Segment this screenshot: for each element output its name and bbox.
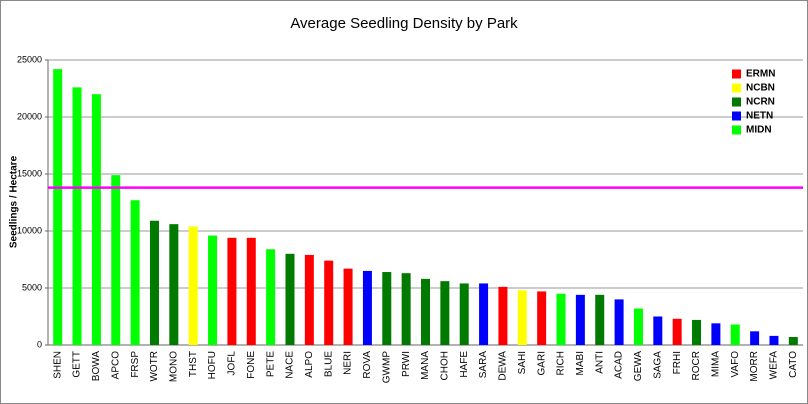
x-tick-label: GETT <box>72 351 83 378</box>
x-tick-label: MONO <box>168 351 179 382</box>
x-tick-label: FRHI <box>672 351 683 374</box>
y-tick-label: 5000 <box>22 282 42 292</box>
legend-swatch <box>732 111 741 121</box>
x-tick-label: FONE <box>246 351 257 379</box>
x-tick-label: CHOH <box>439 351 450 380</box>
bar <box>711 323 721 345</box>
bar <box>595 294 605 345</box>
bar <box>111 175 121 345</box>
bar <box>440 281 450 345</box>
y-tick-label: 10000 <box>17 225 42 235</box>
legend-label: ERMN <box>746 69 775 80</box>
bar <box>556 293 566 345</box>
x-tick-label: GARI <box>536 351 547 375</box>
bar <box>633 308 643 345</box>
bar <box>750 331 760 345</box>
x-tick-label: SAHI <box>517 351 528 374</box>
y-tick-label: 20000 <box>17 111 42 121</box>
x-tick-label: HOFU <box>207 351 218 379</box>
bar <box>188 226 198 345</box>
x-tick-label: PRWI <box>401 351 412 377</box>
x-tick-label: APCO <box>110 351 121 380</box>
x-tick-label: FRSP <box>130 351 141 378</box>
legend-swatch <box>732 83 741 93</box>
bar <box>362 270 372 345</box>
x-tick-label: ACAD <box>614 351 625 379</box>
bar <box>421 278 430 345</box>
bar <box>304 254 314 345</box>
bar <box>130 200 140 345</box>
x-tick-label: MORR <box>749 351 760 382</box>
x-tick-label: ANTI <box>594 351 605 374</box>
bar <box>169 224 179 345</box>
x-tick-label: ROCR <box>691 351 702 380</box>
x-tick-label: RICH <box>556 351 567 375</box>
legend-swatch <box>732 69 741 79</box>
bar <box>788 337 798 345</box>
bar <box>53 69 63 346</box>
x-tick-label: WOTR <box>149 351 160 382</box>
bar <box>324 260 334 345</box>
x-tick-label: NERI <box>343 351 354 375</box>
bar <box>149 220 159 345</box>
x-tick-label: BLUE <box>323 351 334 377</box>
bar <box>672 318 682 345</box>
bar <box>266 249 276 345</box>
x-tick-label: MIMA <box>711 351 722 377</box>
y-tick-label: 0 <box>37 339 42 349</box>
x-tick-label: ALPO <box>304 351 315 378</box>
legend-swatch <box>732 125 741 135</box>
bar <box>285 253 295 345</box>
legend-swatch <box>732 97 741 107</box>
x-tick-label: ROVA <box>362 351 373 379</box>
bar <box>459 283 469 345</box>
x-tick-label: CATO <box>788 351 799 378</box>
bar <box>614 299 624 345</box>
x-tick-label: PETE <box>265 351 276 377</box>
bar <box>537 291 547 345</box>
bar <box>91 94 101 345</box>
bar <box>575 294 585 345</box>
bar <box>498 286 508 345</box>
x-tick-label: JOFL <box>227 351 238 376</box>
x-tick-label: GWMP <box>381 351 392 384</box>
bar <box>382 272 392 345</box>
legend-label: MIDN <box>746 125 772 136</box>
x-tick-label: THST <box>188 351 199 377</box>
bar <box>343 268 353 345</box>
x-tick-label: MANA <box>420 351 431 380</box>
x-tick-label: GEWA <box>633 351 644 382</box>
bar <box>479 283 489 345</box>
bar <box>208 235 218 345</box>
legend-label: NCRN <box>746 97 775 108</box>
x-tick-label: SARA <box>478 351 489 379</box>
bar <box>72 87 82 346</box>
chart-title: Average Seedling Density by Park <box>290 15 518 32</box>
x-tick-label: BOWA <box>91 351 102 382</box>
bar <box>401 273 411 345</box>
y-tick-label: 25000 <box>17 54 42 64</box>
legend-label: NCBN <box>746 83 775 94</box>
bar <box>769 335 779 345</box>
y-tick-label: 15000 <box>17 168 42 178</box>
bar <box>517 290 527 345</box>
bar <box>246 237 256 345</box>
x-tick-label: MABI <box>575 351 586 375</box>
x-tick-label: SAGA <box>652 351 663 379</box>
x-tick-label: HAFE <box>459 351 470 378</box>
x-tick-label: SHEN <box>52 351 63 379</box>
y-axis-label: Seedlings / Hectare <box>9 155 20 248</box>
x-tick-label: DEWA <box>498 351 509 381</box>
x-tick-label: VAFO <box>730 351 741 378</box>
bar <box>227 237 237 345</box>
x-tick-label: WEFA <box>769 351 780 380</box>
bar <box>653 316 663 345</box>
bar <box>730 324 740 345</box>
bar <box>692 319 702 345</box>
x-tick-label: NACE <box>285 351 296 379</box>
legend-label: NETN <box>746 111 773 122</box>
